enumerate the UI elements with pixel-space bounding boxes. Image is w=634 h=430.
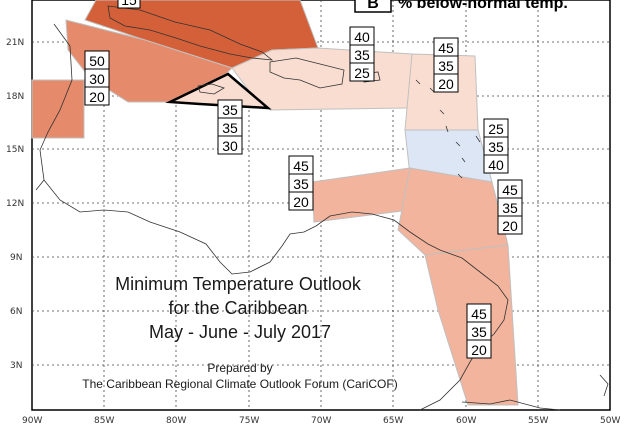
prob-normal: 35 [438, 58, 454, 74]
prob-value: 15 [121, 0, 137, 8]
lon-tick: 60W [456, 416, 476, 426]
lat-tick: 15N [6, 145, 24, 155]
lon-tick: 65W [383, 416, 403, 426]
prob-normal: 35 [293, 176, 309, 192]
region-belize[interactable] [31, 79, 85, 139]
prob-above: 45 [471, 306, 487, 322]
prob-below: 20 [89, 89, 105, 105]
map-credit: Prepared by The Caribbean Regional Clima… [82, 361, 397, 391]
prob-group-leewards-north: 45 35 20 [433, 37, 459, 93]
prob-group-windwards: 25 35 40 [483, 118, 509, 174]
prob-above: 25 [488, 121, 504, 137]
prob-below: 20 [438, 76, 454, 92]
lon-tick: 80W [166, 416, 186, 426]
prob-group-abc-islands: 45 35 20 [288, 155, 314, 211]
prob-above: 45 [502, 182, 518, 198]
prob-below: 20 [502, 218, 518, 234]
title-line-3: May - June - July 2017 [149, 322, 331, 342]
legend: B % below-normal temp. [354, 0, 568, 13]
longitude-labels: 90W 85W 80W 75W 70W 65W 60W 55W 50W [22, 416, 620, 426]
legend-letter-box [354, 0, 392, 13]
lon-tick: 70W [311, 416, 331, 426]
prob-group-guianas: 45 35 20 [466, 303, 492, 359]
prob-box [117, 0, 141, 9]
lon-tick: 55W [528, 416, 548, 426]
prob-above: 35 [222, 102, 238, 118]
latitude-labels: 21N 18N 15N 12N 9N 6N 3N [6, 38, 24, 371]
prob-above: 40 [354, 29, 370, 45]
lon-tick: 85W [94, 416, 114, 426]
lat-tick: 18N [6, 92, 24, 102]
legend-letter: B [367, 0, 379, 12]
lat-tick: 12N [6, 199, 24, 209]
prob-group-belize: 50 30 20 [84, 50, 110, 106]
lat-tick: 6N [10, 307, 22, 317]
lon-tick: 75W [239, 416, 259, 426]
prob-below: 20 [471, 342, 487, 358]
prob-group-hispaniola: 40 35 25 [349, 26, 375, 82]
prob-below: 20 [293, 194, 309, 210]
credit-line-2: The Caribbean Regional Climate Outlook F… [82, 377, 397, 391]
prob-group-jamaica: 35 35 30 [217, 99, 243, 155]
prob-normal: 35 [222, 120, 238, 136]
credit-line-1: Prepared by [207, 361, 272, 375]
legend-text: % below-normal temp. [398, 0, 568, 12]
lon-tick: 50W [600, 416, 620, 426]
lat-tick: 3N [10, 361, 22, 371]
prob-normal: 35 [354, 47, 370, 63]
lon-tick: 90W [22, 416, 42, 426]
prob-normal: 35 [488, 139, 504, 155]
prob-below: 25 [354, 65, 370, 81]
prob-group-trinidad: 45 35 20 [497, 179, 523, 235]
lat-tick: 9N [10, 253, 22, 263]
title-line-1: Minimum Temperature Outlook [115, 274, 362, 294]
prob-normal: 30 [89, 71, 105, 87]
prob-above: 45 [438, 40, 454, 56]
prob-normal: 35 [471, 324, 487, 340]
title-line-2: for the Caribbean [168, 298, 307, 318]
map-title: Minimum Temperature Outlook for the Cari… [115, 274, 362, 342]
prob-below: 30 [222, 138, 238, 154]
prob-normal: 35 [502, 200, 518, 216]
bahamas-label: 15 [117, 0, 141, 9]
lat-tick: 21N [6, 38, 24, 48]
prob-above: 50 [89, 53, 105, 69]
prob-below: 40 [488, 157, 504, 173]
prob-above: 45 [293, 158, 309, 174]
